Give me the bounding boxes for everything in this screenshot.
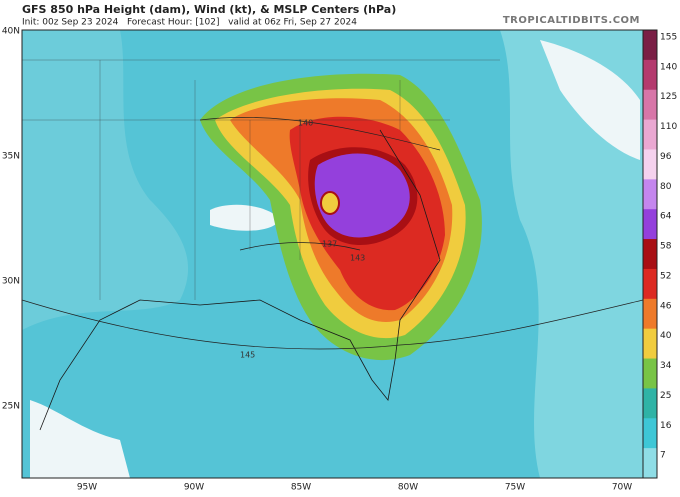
- lon-label: 80W: [398, 483, 418, 493]
- height-contours: [21, 116, 644, 350]
- lat-label: 30N: [2, 277, 20, 287]
- colorbar-band: [643, 418, 657, 449]
- colorbar-band: [643, 448, 657, 479]
- lat-label: 40N: [2, 27, 20, 37]
- wind-band: [314, 153, 410, 238]
- colorbar-band: [643, 328, 657, 360]
- colorbar-band: [643, 59, 657, 91]
- contour-label: 140: [298, 119, 313, 128]
- colorbar-label: 58: [660, 242, 672, 252]
- lon-label: 95W: [77, 483, 97, 493]
- colorbar-label: 7: [660, 451, 666, 461]
- lon-label: 90W: [184, 483, 204, 493]
- calm-area: [30, 400, 130, 478]
- lon-label: 70W: [612, 483, 632, 493]
- colorbar-band: [643, 268, 657, 300]
- colorbar-label: 125: [660, 92, 677, 102]
- calm-area: [540, 40, 640, 160]
- colorbar-band: [643, 119, 657, 150]
- colorbar-band: [643, 89, 657, 121]
- colorbar: 155 140 125 110 96 80 64 58 52 46 40 34 25 16 7: [642, 29, 677, 479]
- colorbar-label: 96: [660, 152, 672, 162]
- coastline: [39, 129, 441, 431]
- colorbar-label: 25: [660, 391, 671, 401]
- calm-area: [210, 204, 280, 231]
- contour-label: 137: [322, 240, 337, 249]
- lon-label: 75W: [505, 483, 525, 493]
- colorbar-label: 64: [660, 212, 672, 222]
- colorbar-label: 110: [660, 122, 677, 132]
- colorbar-label: 16: [660, 421, 672, 431]
- colorbar-band: [643, 179, 657, 210]
- colorbar-band: [643, 30, 657, 61]
- colorbar-frame: [642, 29, 658, 479]
- axis-labels: 40N 35N 30N 25N 95W 90W 85W 80W 75W 70W: [2, 27, 632, 493]
- lat-label: 25N: [2, 402, 20, 412]
- site-name: TROPICALTIDBITS.COM: [503, 15, 640, 26]
- colorbar-label: 140: [660, 62, 677, 72]
- colorbar-label: 52: [660, 271, 671, 281]
- colorbar-label: 40: [660, 331, 672, 341]
- wind-field: [22, 30, 189, 330]
- borders: [22, 59, 500, 300]
- colorbar-band: [643, 388, 657, 419]
- colorbar-band: [643, 298, 657, 330]
- map: 140 137 143 145: [21, 29, 644, 479]
- subtitle: Init: 00z Sep 23 2024 Forecast Hour: [10…: [22, 18, 357, 28]
- colorbar-label: 80: [660, 182, 672, 192]
- colorbar-band: [643, 149, 657, 180]
- colorbar-band: [643, 358, 657, 389]
- colorbar-band: [643, 209, 657, 240]
- colorbar-label: 34: [660, 361, 672, 371]
- contour-label: 145: [240, 351, 255, 360]
- wind-field: [500, 30, 643, 478]
- colorbar-band: [643, 239, 657, 270]
- colorbar-label: 46: [660, 301, 672, 311]
- storm-center: [320, 191, 340, 215]
- lon-label: 85W: [291, 483, 311, 493]
- colorbar-label: 155: [660, 33, 677, 43]
- lat-label: 35N: [2, 152, 20, 162]
- title: GFS 850 hPa Height (dam), Wind (kt), & M…: [22, 3, 396, 16]
- contour-label: 143: [350, 254, 365, 263]
